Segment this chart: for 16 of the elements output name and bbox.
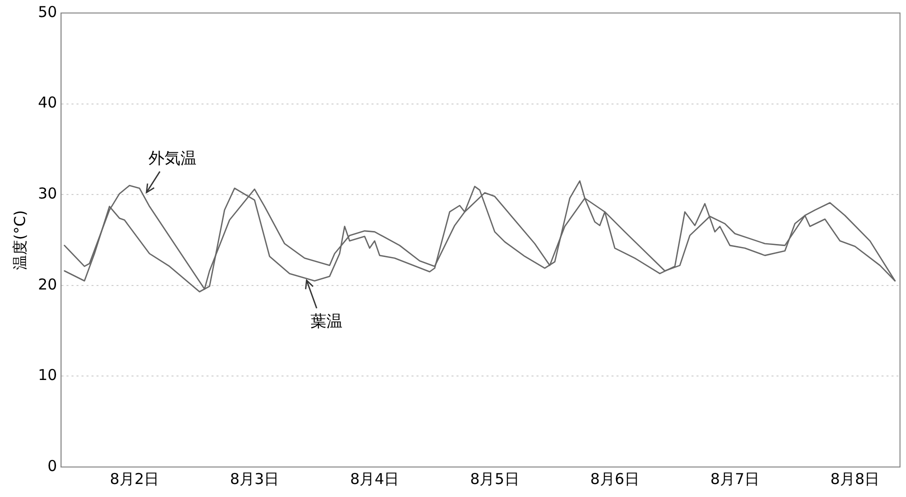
- y-tick-label: 10: [38, 366, 58, 384]
- y-tick-label: 20: [38, 275, 58, 294]
- x-tick-label: 8月2日: [110, 470, 160, 488]
- y-tick-label: 30: [38, 184, 58, 202]
- y-tick-label: 40: [38, 94, 58, 112]
- annotation: 外気温: [148, 148, 196, 168]
- annotation: 葉温: [310, 311, 343, 330]
- y-tick-label: 0: [48, 456, 58, 475]
- x-tick-label: 8月3日: [230, 470, 280, 488]
- x-tick-label: 8月4日: [350, 470, 400, 488]
- y-axis-title: 温度(°C): [10, 210, 29, 270]
- x-tick-label: 8月8日: [830, 470, 880, 488]
- y-tick-label: 50: [38, 2, 58, 21]
- x-tick-label: 8月6日: [590, 470, 640, 488]
- x-tick-label: 8月7日: [710, 470, 760, 488]
- x-tick-label: 8月5日: [470, 470, 520, 488]
